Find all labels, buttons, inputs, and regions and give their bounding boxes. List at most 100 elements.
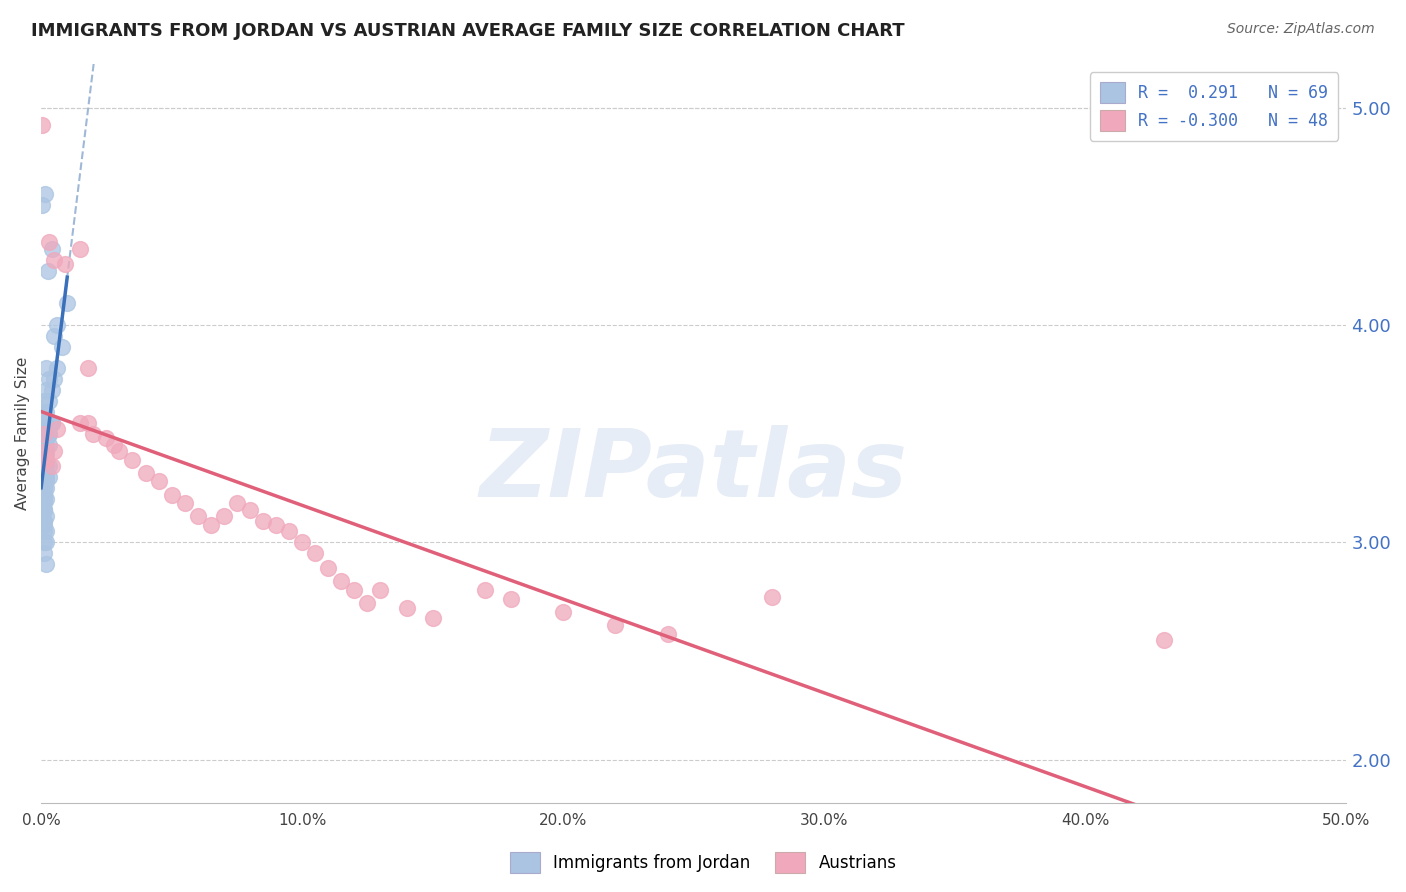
Point	[252, 514, 274, 528]
Point	[31, 198, 53, 212]
Text: Source: ZipAtlas.com: Source: ZipAtlas.com	[1227, 22, 1375, 37]
Text: IMMIGRANTS FROM JORDAN VS AUSTRIAN AVERAGE FAMILY SIZE CORRELATION CHART: IMMIGRANTS FROM JORDAN VS AUSTRIAN AVERA…	[31, 22, 904, 40]
Point	[32, 514, 55, 528]
Point	[343, 583, 366, 598]
Point	[304, 546, 326, 560]
Point	[31, 437, 53, 451]
Point	[108, 444, 131, 458]
Point	[31, 459, 53, 474]
Point	[77, 416, 100, 430]
Point	[35, 449, 58, 463]
Point	[32, 487, 55, 501]
Point	[32, 502, 55, 516]
Point	[35, 475, 58, 489]
Point	[32, 524, 55, 539]
Point	[32, 459, 55, 474]
Point	[35, 426, 58, 441]
Point	[187, 509, 209, 524]
Point	[35, 452, 58, 467]
Point	[31, 118, 53, 132]
Legend: Immigrants from Jordan, Austrians: Immigrants from Jordan, Austrians	[503, 846, 903, 880]
Point	[278, 524, 301, 539]
Point	[38, 437, 60, 451]
Point	[422, 611, 444, 625]
Point	[316, 561, 339, 575]
Point	[38, 372, 60, 386]
Point	[35, 383, 58, 397]
Point	[69, 242, 91, 256]
Point	[35, 459, 58, 474]
Point	[44, 372, 66, 386]
Point	[31, 491, 53, 506]
Point	[32, 487, 55, 501]
Point	[32, 426, 55, 441]
Point	[395, 600, 418, 615]
Point	[56, 296, 79, 310]
Point	[38, 235, 60, 250]
Point	[38, 470, 60, 484]
Point	[41, 416, 63, 430]
Point	[96, 431, 118, 445]
Point	[121, 452, 143, 467]
Point	[69, 416, 91, 430]
Point	[474, 583, 496, 598]
Point	[53, 257, 76, 271]
Point	[200, 518, 222, 533]
Point	[35, 416, 58, 430]
Point	[44, 252, 66, 267]
Point	[41, 459, 63, 474]
Point	[31, 496, 53, 510]
Point	[1153, 633, 1175, 648]
Point	[77, 361, 100, 376]
Point	[41, 416, 63, 430]
Point	[34, 187, 56, 202]
Point	[45, 361, 67, 376]
Point	[160, 487, 183, 501]
Point	[264, 518, 287, 533]
Point	[32, 535, 55, 549]
Point	[82, 426, 104, 441]
Point	[32, 444, 55, 458]
Point	[173, 496, 195, 510]
Point	[32, 470, 55, 484]
Point	[31, 426, 53, 441]
Point	[44, 328, 66, 343]
Point	[499, 591, 522, 606]
Point	[657, 626, 679, 640]
Point	[103, 437, 125, 451]
Text: ZIPatlas: ZIPatlas	[479, 425, 908, 516]
Point	[31, 452, 53, 467]
Point	[38, 394, 60, 409]
Point	[35, 437, 58, 451]
Point	[553, 605, 575, 619]
Point	[38, 459, 60, 474]
Point	[51, 340, 73, 354]
Point	[35, 470, 58, 484]
Point	[35, 444, 58, 458]
Point	[605, 618, 627, 632]
Point	[45, 422, 67, 436]
Point	[330, 574, 353, 589]
Point	[44, 444, 66, 458]
Point	[32, 481, 55, 495]
Point	[41, 242, 63, 256]
Point	[32, 481, 55, 495]
Point	[35, 431, 58, 445]
Point	[32, 422, 55, 436]
Point	[38, 426, 60, 441]
Point	[32, 416, 55, 430]
Point	[32, 514, 55, 528]
Point	[32, 546, 55, 560]
Legend: R =  0.291   N = 69, R = -0.300   N = 48: R = 0.291 N = 69, R = -0.300 N = 48	[1090, 72, 1339, 141]
Y-axis label: Average Family Size: Average Family Size	[15, 357, 30, 510]
Point	[35, 481, 58, 495]
Point	[370, 583, 392, 598]
Point	[761, 590, 783, 604]
Point	[35, 524, 58, 539]
Point	[291, 535, 314, 549]
Point	[45, 318, 67, 332]
Point	[32, 518, 55, 533]
Point	[32, 491, 55, 506]
Point	[38, 426, 60, 441]
Point	[32, 475, 55, 489]
